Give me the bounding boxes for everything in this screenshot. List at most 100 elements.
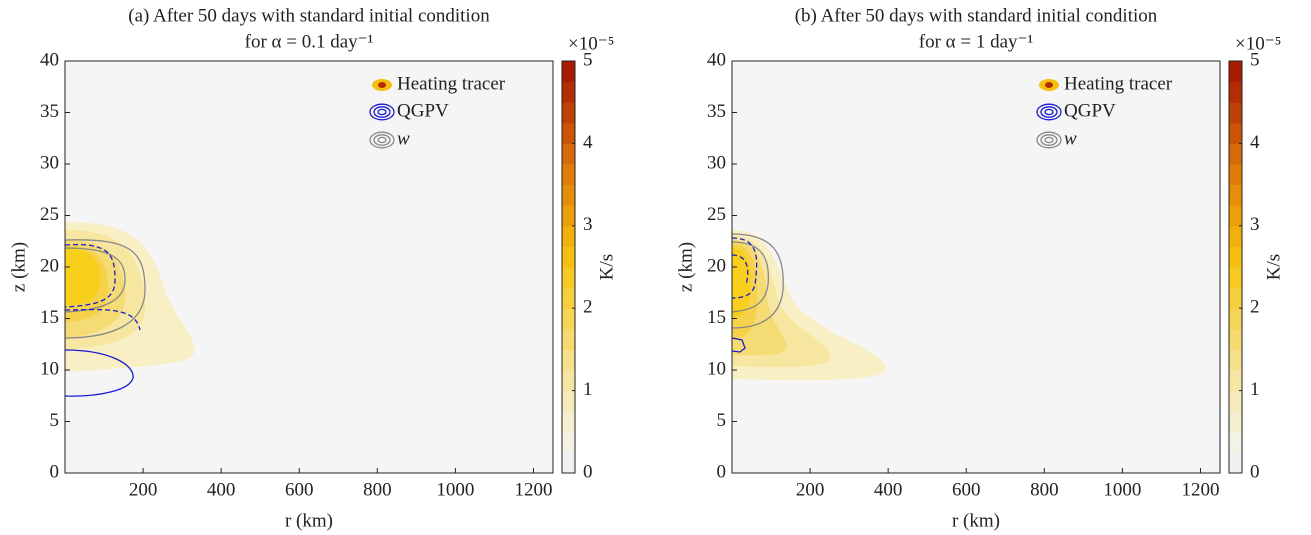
y-tick-label: 5 bbox=[717, 410, 727, 431]
colorbar-band bbox=[562, 102, 575, 124]
y-tick-label: 15 bbox=[40, 307, 59, 328]
y-tick-label: 25 bbox=[707, 204, 726, 225]
colorbar-band bbox=[1229, 267, 1242, 289]
x-tick-label: 1000 bbox=[436, 479, 474, 500]
y-tick-label: 35 bbox=[707, 101, 726, 122]
colorbar-band bbox=[1229, 122, 1242, 144]
colorbar-tick-label: 0 bbox=[1250, 461, 1260, 482]
colorbar-tick-label: 3 bbox=[1250, 214, 1260, 235]
legend-label: Heating tracer bbox=[397, 73, 506, 94]
colorbar-band bbox=[1229, 184, 1242, 206]
colorbar-band bbox=[1229, 205, 1242, 227]
colorbar-band bbox=[1229, 102, 1242, 124]
colorbar-multiplier: ×10⁻⁵ bbox=[1235, 33, 1281, 54]
y-tick-label: 5 bbox=[50, 410, 60, 431]
legend-icon bbox=[377, 108, 387, 116]
x-tick-label: 200 bbox=[796, 479, 825, 500]
x-tick-label: 400 bbox=[874, 479, 903, 500]
y-tick-label: 0 bbox=[717, 461, 727, 482]
colorbar-tick-label: 3 bbox=[583, 214, 593, 235]
colorbar-band bbox=[562, 225, 575, 247]
y-axis-label: z (km) bbox=[675, 242, 696, 292]
colorbar-band bbox=[1229, 431, 1242, 453]
colorbar-band bbox=[1229, 61, 1242, 83]
y-tick-label: 25 bbox=[40, 204, 59, 225]
legend-icon bbox=[373, 106, 391, 118]
y-axis-label: z (km) bbox=[8, 242, 29, 292]
legend-label: QGPV bbox=[397, 100, 449, 121]
colorbar-band bbox=[1229, 370, 1242, 392]
legend-icon bbox=[1044, 136, 1054, 144]
y-tick-label: 20 bbox=[707, 255, 726, 276]
colorbar-tick-label: 2 bbox=[1250, 297, 1260, 318]
colorbar-band bbox=[562, 267, 575, 289]
legend-label: QGPV bbox=[1064, 100, 1116, 121]
legend-icon bbox=[1040, 106, 1058, 118]
legend-icon bbox=[378, 82, 386, 88]
w-contours bbox=[731, 233, 784, 329]
x-tick-label: 800 bbox=[363, 479, 392, 500]
colorbar-tick-label: 5 bbox=[1250, 49, 1260, 70]
colorbar-tick-label: 1 bbox=[1250, 379, 1260, 400]
x-tick-label: 600 bbox=[952, 479, 981, 500]
y-tick-label: 40 bbox=[707, 49, 726, 70]
colorbar-band bbox=[1229, 164, 1242, 186]
qgpv-contours bbox=[64, 243, 141, 397]
colorbar-band bbox=[562, 390, 575, 412]
x-axis-label: r (km) bbox=[952, 510, 1000, 531]
colorbar-frame bbox=[561, 60, 576, 474]
y-tick-label: 30 bbox=[707, 152, 726, 173]
colorbar-band bbox=[562, 452, 575, 474]
colorbar-band bbox=[562, 411, 575, 433]
x-tick-label: 1000 bbox=[1103, 479, 1141, 500]
colorbar-band bbox=[562, 308, 575, 330]
colorbar-band bbox=[1229, 452, 1242, 474]
colorbar-tick-label: 4 bbox=[1250, 132, 1260, 153]
chart-title: (b) After 50 days with standard initial … bbox=[795, 5, 1158, 26]
y-tick-label: 10 bbox=[40, 358, 59, 379]
colorbar-band bbox=[562, 205, 575, 227]
heating-contours bbox=[732, 230, 886, 381]
colorbar-band bbox=[1229, 308, 1242, 330]
legend-icon bbox=[1036, 103, 1062, 121]
colorbar-tick-label: 4 bbox=[583, 132, 593, 153]
legend-label: w bbox=[1064, 128, 1077, 149]
colorbar-band bbox=[562, 328, 575, 350]
y-tick-label: 30 bbox=[40, 152, 59, 173]
heating-contours bbox=[65, 222, 195, 372]
x-tick-label: 1200 bbox=[514, 479, 552, 500]
chart-title: for α = 0.1 day⁻¹ bbox=[245, 31, 374, 52]
colorbar-band bbox=[1229, 349, 1242, 371]
colorbar-band bbox=[1229, 225, 1242, 247]
colorbar-frame bbox=[1228, 60, 1243, 474]
colorbar-band bbox=[562, 370, 575, 392]
colorbar-tick-label: 1 bbox=[583, 379, 593, 400]
x-tick-label: 400 bbox=[207, 479, 236, 500]
legend-icon bbox=[369, 103, 395, 121]
colorbar-band bbox=[562, 143, 575, 165]
y-tick-label: 0 bbox=[50, 461, 60, 482]
x-tick-label: 1200 bbox=[1181, 479, 1219, 500]
w-contours bbox=[64, 239, 146, 339]
legend-label: w bbox=[397, 128, 410, 149]
colorbar-band bbox=[562, 81, 575, 103]
colorbar-band bbox=[1229, 390, 1242, 412]
chart-title: (a) After 50 days with standard initial … bbox=[128, 5, 490, 26]
colorbar-band bbox=[562, 122, 575, 144]
colorbar-band bbox=[562, 184, 575, 206]
colorbar-band bbox=[562, 431, 575, 453]
colorbar-tick-label: 2 bbox=[583, 297, 593, 318]
legend-icon bbox=[373, 134, 391, 146]
colorbar-band bbox=[562, 164, 575, 186]
x-axis-label: r (km) bbox=[285, 510, 333, 531]
legend-icon bbox=[1045, 82, 1053, 88]
plot-bg bbox=[732, 61, 1220, 473]
colorbar-band bbox=[562, 61, 575, 83]
y-tick-label: 35 bbox=[40, 101, 59, 122]
colorbar-tick-label: 0 bbox=[583, 461, 593, 482]
colorbar-band bbox=[1229, 246, 1242, 268]
colorbar-band bbox=[1229, 287, 1242, 309]
y-tick-label: 10 bbox=[707, 358, 726, 379]
